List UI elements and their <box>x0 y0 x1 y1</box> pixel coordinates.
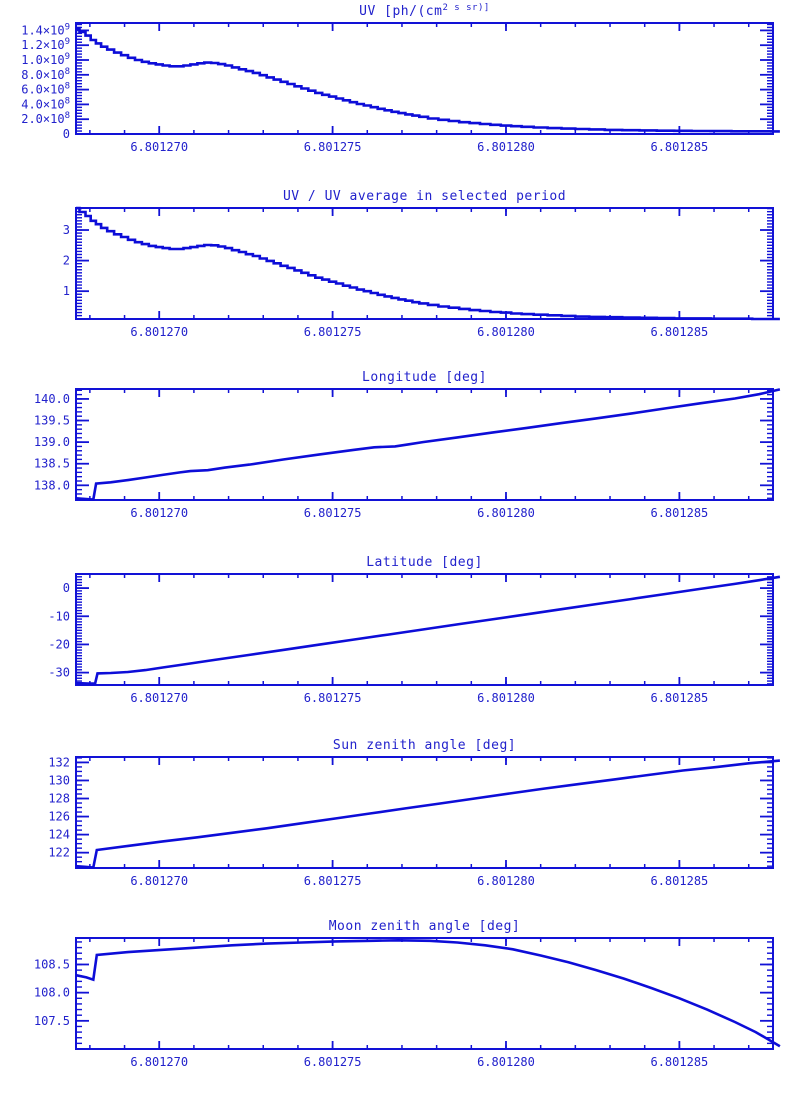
plot-svg-4: Sun zenith angle [deg] 6.801270 6.801275 6.… <box>48 738 781 888</box>
svg-text:Sun zenith angle [deg]: Sun zenith angle [deg] <box>333 738 516 753</box>
svg-text:126: 126 <box>48 810 70 824</box>
plot-svg-1: UV / UV average in selected period 6.8012… <box>63 189 780 339</box>
svg-text:139.5: 139.5 <box>34 414 70 428</box>
svg-text:2: 2 <box>63 254 70 268</box>
svg-text:1: 1 <box>63 284 70 298</box>
svg-text:UV [ph/(cm2 s sr)]: UV [ph/(cm2 s sr)] <box>359 3 490 19</box>
svg-text:-30: -30 <box>48 666 70 680</box>
svg-text:UV / UV average in selected pe: UV / UV average in selected period <box>283 189 566 204</box>
svg-text:6.801275: 6.801275 <box>304 140 362 154</box>
svg-text:6.801280: 6.801280 <box>477 140 535 154</box>
chart-sun-zenith-angle: Sun zenith angle [deg] 6.801270 6.801275 6.… <box>0 734 800 917</box>
svg-text:6.801285: 6.801285 <box>650 1055 708 1069</box>
svg-text:122: 122 <box>48 846 70 860</box>
svg-text:108.0: 108.0 <box>34 986 70 1000</box>
svg-text:6.801285: 6.801285 <box>650 325 708 339</box>
svg-text:0: 0 <box>63 127 70 141</box>
data-curve-3 <box>75 575 781 685</box>
svg-text:2.0×108: 2.0×108 <box>21 111 70 126</box>
svg-text:Moon zenith angle [deg]: Moon zenith angle [deg] <box>329 919 521 934</box>
svg-text:6.801275: 6.801275 <box>304 1055 362 1069</box>
svg-text:6.801270: 6.801270 <box>130 1055 188 1069</box>
svg-text:132: 132 <box>48 755 70 769</box>
svg-text:6.801270: 6.801270 <box>130 874 188 888</box>
svg-text:-10: -10 <box>48 609 70 623</box>
data-curve-2 <box>75 388 781 501</box>
chart-uv: UV [ph/(cm2 s sr)] 6.801270 6.801275 6.8012… <box>0 0 800 183</box>
svg-text:108.5: 108.5 <box>34 957 70 971</box>
svg-text:107.5: 107.5 <box>34 1014 70 1028</box>
svg-text:1.0×109: 1.0×109 <box>21 52 70 67</box>
svg-text:6.801270: 6.801270 <box>130 325 188 339</box>
chart-latitude: Latitude [deg] 6.801270 6.801275 6.801280 6.… <box>0 551 800 734</box>
svg-text:6.801280: 6.801280 <box>477 1055 535 1069</box>
svg-text:124: 124 <box>48 828 70 842</box>
svg-text:-20: -20 <box>48 637 70 651</box>
svg-text:6.801280: 6.801280 <box>477 325 535 339</box>
data-curve-0 <box>76 26 780 133</box>
svg-text:4.0×108: 4.0×108 <box>21 96 70 111</box>
svg-text:6.801275: 6.801275 <box>304 325 362 339</box>
data-curve-4 <box>75 759 781 869</box>
svg-text:6.801270: 6.801270 <box>130 506 188 520</box>
svg-text:6.801285: 6.801285 <box>650 874 708 888</box>
svg-text:6.801285: 6.801285 <box>650 691 708 705</box>
svg-text:6.801270: 6.801270 <box>130 691 188 705</box>
svg-text:3: 3 <box>63 223 70 237</box>
svg-text:Longitude [deg]: Longitude [deg] <box>362 370 487 385</box>
chart-uv-ratio: UV / UV average in selected period 6.8012… <box>0 185 800 368</box>
svg-text:6.801275: 6.801275 <box>304 691 362 705</box>
data-curve-1 <box>76 206 780 321</box>
svg-text:139.0: 139.0 <box>34 435 70 449</box>
svg-text:6.0×108: 6.0×108 <box>21 82 70 97</box>
svg-text:128: 128 <box>48 792 70 806</box>
data-curve-5 <box>75 938 781 1048</box>
svg-text:6.801285: 6.801285 <box>650 140 708 154</box>
svg-text:6.801280: 6.801280 <box>477 506 535 520</box>
svg-text:6.801275: 6.801275 <box>304 874 362 888</box>
plot-svg-0: UV [ph/(cm2 s sr)] 6.801270 6.801275 6.8012… <box>21 3 780 154</box>
svg-text:1.4×109: 1.4×109 <box>21 22 70 37</box>
plot-svg-2: Longitude [deg] 6.801270 6.801275 6.801280 6… <box>34 370 781 520</box>
svg-text:138.5: 138.5 <box>34 457 70 471</box>
svg-text:140.0: 140.0 <box>34 392 70 406</box>
svg-text:0: 0 <box>63 581 70 595</box>
chart-moon-zenith-angle: Moon zenith angle [deg] 6.801270 6.801275 6… <box>0 915 800 1098</box>
svg-text:138.0: 138.0 <box>34 478 70 492</box>
svg-text:130: 130 <box>48 773 70 787</box>
plot-svg-3: Latitude [deg] 6.801270 6.801275 6.801280 6.… <box>48 555 781 705</box>
svg-text:6.801280: 6.801280 <box>477 691 535 705</box>
svg-text:6.801280: 6.801280 <box>477 874 535 888</box>
svg-text:6.801270: 6.801270 <box>130 140 188 154</box>
chart-longitude: Longitude [deg] 6.801270 6.801275 6.801280 6… <box>0 366 800 549</box>
svg-text:1.2×109: 1.2×109 <box>21 37 70 52</box>
svg-text:6.801275: 6.801275 <box>304 506 362 520</box>
plot-svg-5: Moon zenith angle [deg] 6.801270 6.801275 6… <box>34 919 781 1069</box>
svg-text:8.0×108: 8.0×108 <box>21 67 70 82</box>
svg-text:6.801285: 6.801285 <box>650 506 708 520</box>
svg-text:Latitude [deg]: Latitude [deg] <box>366 555 483 570</box>
